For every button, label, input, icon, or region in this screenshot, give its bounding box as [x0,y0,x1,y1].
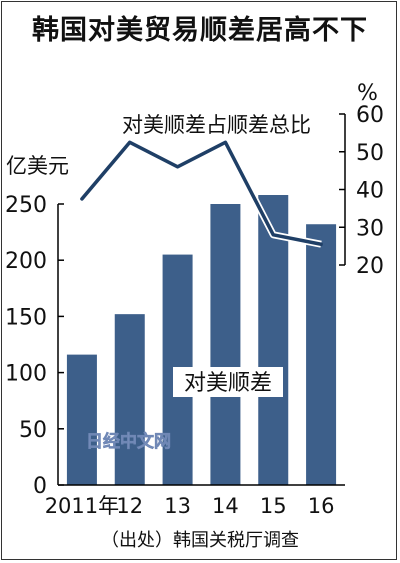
bar-4 [258,195,289,485]
left-tick-label: 200 [5,249,47,274]
bar-1 [114,314,145,485]
left-tick-label: 150 [5,305,47,330]
bar-0 [66,354,97,485]
left-tick-label: 0 [33,474,47,499]
x-tick-label: 16 [308,494,335,518]
left-tick-label: 100 [5,362,47,387]
right-tick-label: 40 [356,179,384,204]
x-tick-label: 14 [212,494,239,518]
right-tick-label: 30 [356,216,384,241]
line-series-label: 对美顺差占顺差总比 [122,113,311,137]
x-tick-label: 15 [260,494,287,518]
x-tick-label: 2011年 [45,494,119,518]
right-tick-label: 60 [356,103,384,128]
right-axis-label: % [357,81,378,106]
chart-title: 韩国对美贸易顺差居高不下 [32,15,368,46]
left-tick-label: 50 [19,418,47,443]
source-note: （出处）韩国关税厅调查 [101,530,299,551]
left-tick-label: 250 [5,193,47,218]
x-tick-label: 13 [164,494,191,518]
x-tick-label: 12 [116,494,143,518]
watermark-text: 日经中文网 [86,431,171,452]
bar-group [66,195,337,485]
right-tick-label: 20 [356,254,384,279]
bar-series-label-bg [173,367,283,397]
bar-series-label: 对美顺差 [184,371,272,396]
bar-5 [306,224,337,485]
bar-3 [210,204,241,485]
right-tick-label: 50 [356,141,384,166]
left-axis-label: 亿美元 [6,154,69,178]
line-series [80,140,323,246]
